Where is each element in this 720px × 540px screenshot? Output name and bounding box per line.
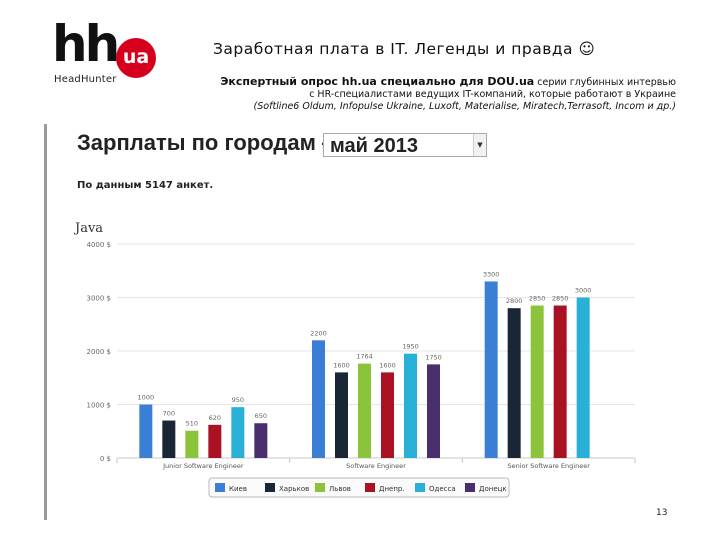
bar [381,372,394,458]
survey-rest: серии глубинных интервью с HR-специалист… [309,77,676,100]
bar [507,308,521,458]
logo-subtitle: HeadHunter [54,74,117,85]
bar-data-label: 700 [163,410,175,418]
legend-label: Львов [329,485,351,493]
bar [553,305,567,458]
bar-data-label: 1764 [356,353,373,361]
y-tick-label: 3000 $ [87,295,112,303]
logo-ua-badge: ua [116,38,156,78]
panel-heading: Зарплаты по городам — [77,130,344,155]
legend-label: Одесса [429,485,456,493]
respondents-count: По данным 5147 анкет. [77,180,214,191]
legend-label: Киев [229,485,247,493]
bar [530,305,544,458]
bar [484,281,498,458]
bar [162,420,176,458]
bar [254,423,268,458]
logo-hh-text: hh [52,15,120,73]
survey-companies: (Softline6 Oldum, Infopulse Ukraine, Lux… [253,101,676,112]
dropdown-arrow-icon[interactable]: ▼ [473,134,486,156]
legend-swatch [215,483,225,492]
salary-panel: Зарплаты по городам — май 2013 ▼ По данн… [44,124,679,520]
bar-data-label: 2850 [529,295,546,303]
bar [404,353,417,458]
bar [231,407,245,458]
bar-data-label: 950 [232,396,244,404]
y-tick-label: 1000 $ [87,402,112,410]
y-tick-label: 4000 $ [87,241,112,249]
bar-data-label: 2200 [310,329,327,337]
bar-data-label: 2800 [506,297,523,305]
page-number: 13 [656,508,668,518]
headhunter-logo: hh ua HeadHunter [52,18,160,92]
bar-data-label: 650 [255,412,267,420]
legend-label: Донецк [479,485,507,493]
bar [358,363,371,458]
bar-data-label: 620 [209,414,221,422]
legend-box [208,477,510,498]
bar-data-label: 3300 [483,270,500,278]
legend-swatch [365,483,375,492]
legend-swatch [465,483,475,492]
bar [312,340,325,458]
slide-title: Заработная плата в IT. Легенды и правда … [213,40,596,58]
salary-bar-chart: Java 0 $ 1000 $ 2000 $ 3000 $ 4000 $ 1000 700 51… [73,221,636,498]
x-category-label: Software Engineer [346,462,406,470]
legend-swatch [265,483,275,492]
bar-data-label: 510 [186,420,198,428]
legend-swatch [315,483,325,492]
y-tick-label: 0 $ [100,455,111,463]
legend-label: Харьков [279,485,309,493]
survey-description: Экспертный опрос hh.ua специально для DO… [216,76,676,113]
bar-data-label: 1750 [425,353,442,361]
bar-data-label: 1000 [138,394,155,402]
month-select[interactable]: май 2013 ▼ [323,133,487,157]
legend-swatch [415,483,425,492]
bar [139,404,153,458]
bar-data-label: 1600 [333,361,350,369]
x-category-label: Senior Software Engineer [507,462,590,470]
bar [208,424,222,458]
survey-lead: Экспертный опрос hh.ua специально для DO… [220,75,535,88]
chart-title: Java [73,221,103,236]
bar [427,364,440,458]
month-select-value: май 2013 [330,135,418,157]
bar [185,430,199,458]
bar-data-label: 2850 [552,295,569,303]
legend-label: Днепр. [379,485,405,493]
x-category-label: Junior Software Engineer [162,462,244,470]
bar-data-label: 3000 [575,287,592,295]
bar [335,372,348,458]
bar-data-label: 1600 [379,361,396,369]
bar-data-label: 1950 [402,343,419,351]
bar [576,297,590,458]
y-tick-label: 2000 $ [87,348,112,356]
